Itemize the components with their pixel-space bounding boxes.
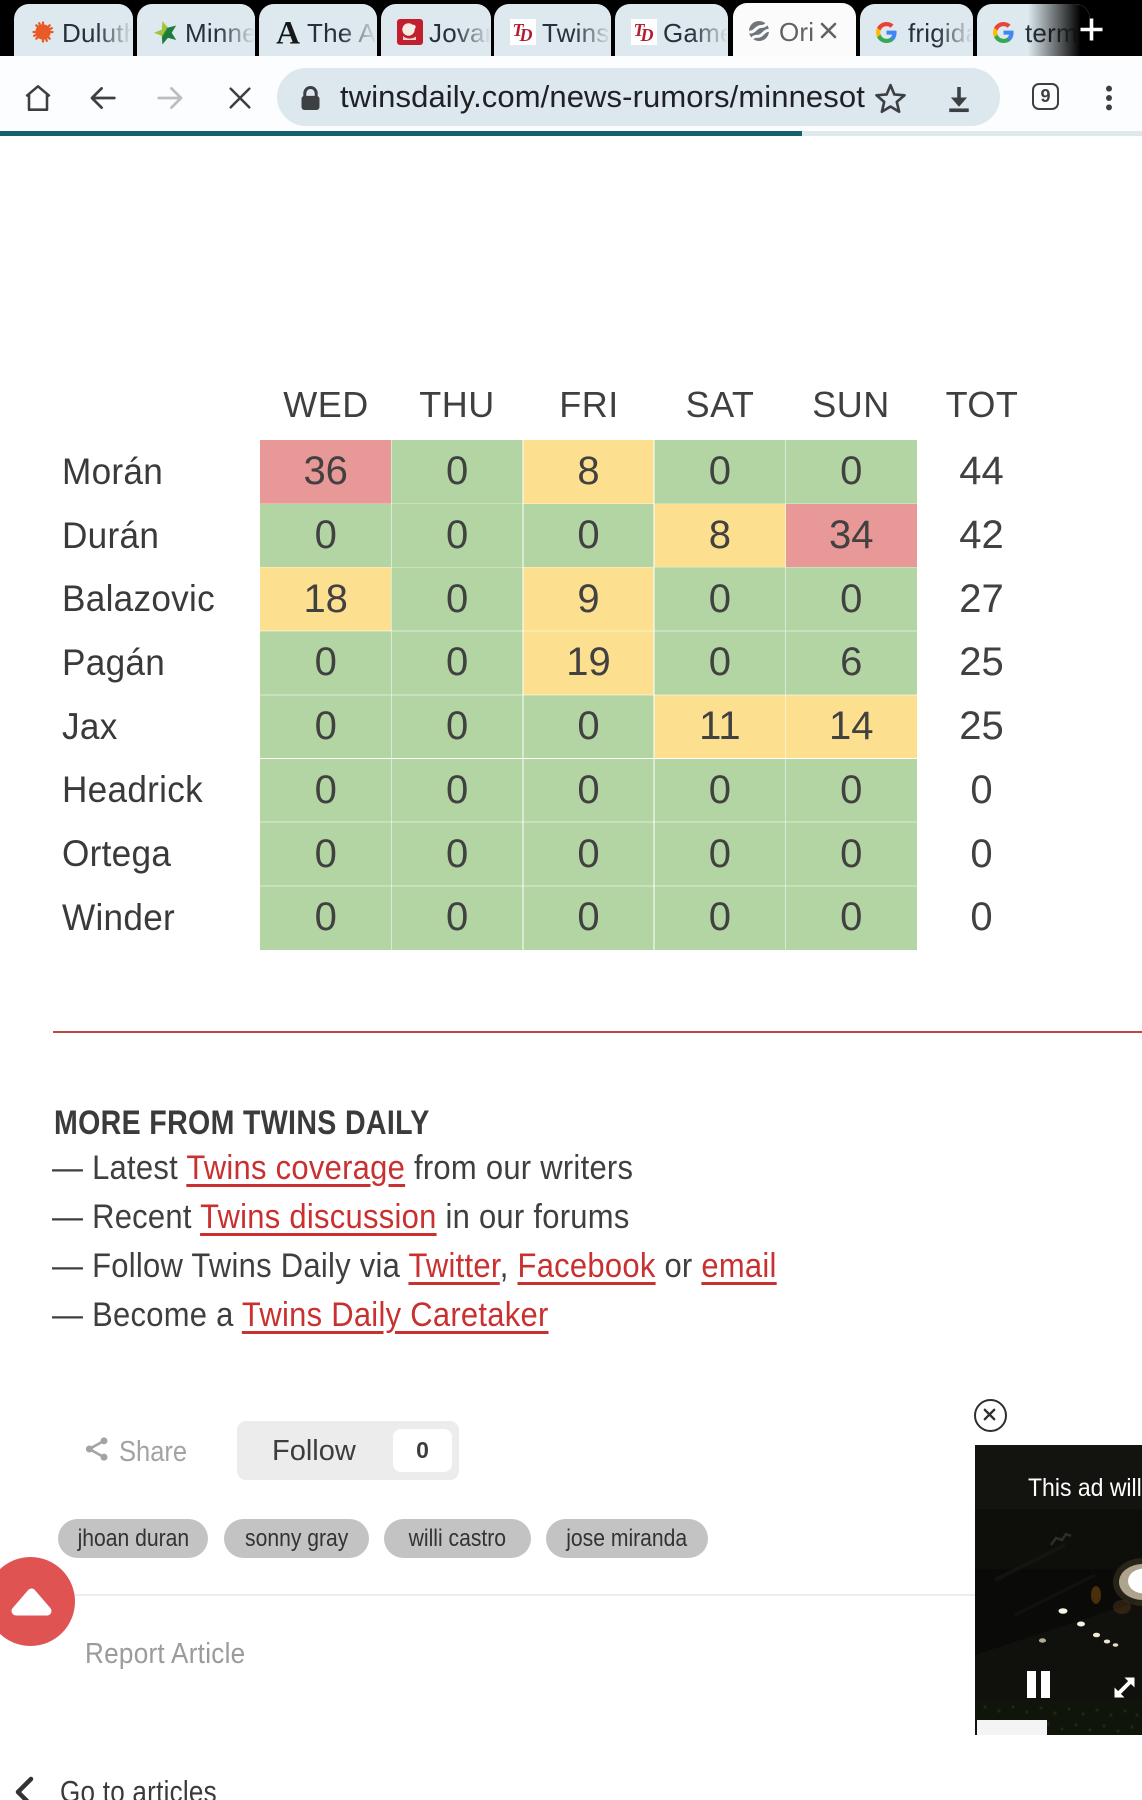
svg-text:T: T bbox=[634, 20, 646, 40]
svg-text:D: D bbox=[640, 25, 654, 45]
svg-text:D: D bbox=[519, 25, 533, 45]
svg-text:A: A bbox=[276, 19, 300, 45]
svg-text:T: T bbox=[513, 20, 525, 40]
